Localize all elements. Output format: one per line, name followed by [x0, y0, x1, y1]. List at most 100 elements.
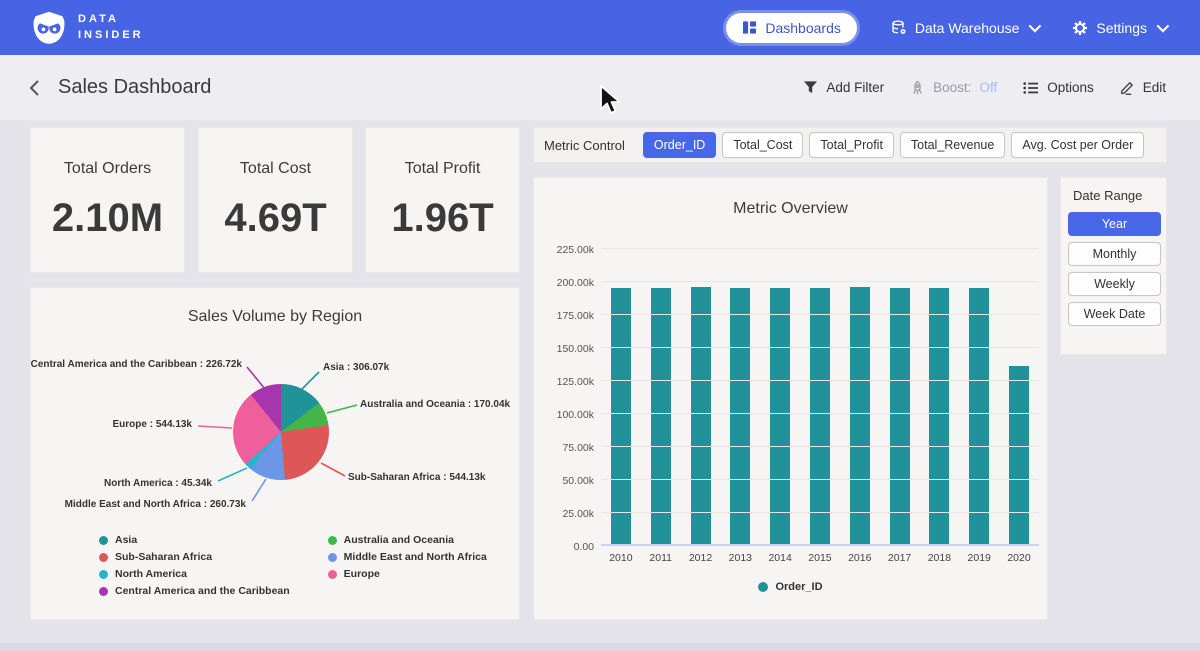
pie-callout-north-america: North America : 45.34k [104, 478, 212, 489]
options-label: Options [1047, 80, 1094, 95]
date-range-button-weekly[interactable]: Weekly [1068, 272, 1161, 296]
x-axis-tick: 2010 [601, 552, 641, 564]
date-range-button-monthly[interactable]: Monthly [1068, 242, 1161, 266]
bar-2015[interactable] [810, 288, 830, 546]
kpi-label: Total Profit [405, 160, 481, 178]
y-axis-tick: 175.00k [534, 310, 594, 322]
kpi-value: 4.69T [224, 196, 326, 241]
rocket-icon [910, 80, 925, 96]
gridline [601, 380, 1039, 381]
gridline [601, 281, 1039, 282]
gridline [601, 314, 1039, 315]
pie-legend-item-asia[interactable]: Asia [99, 534, 290, 546]
nav-dashboards-button[interactable]: Dashboards [726, 13, 857, 43]
brand-logo[interactable]: DATA INSIDER [30, 10, 144, 46]
boost-value: Off [979, 80, 997, 95]
kpi-value: 1.96T [391, 196, 493, 241]
metric-button-total-cost[interactable]: Total_Cost [722, 132, 803, 158]
legend-label: Middle East and North Africa [344, 551, 487, 563]
nav-data-warehouse-menu[interactable]: Data Warehouse [891, 20, 1039, 36]
top-navbar: DATA INSIDER Dashboards [0, 0, 1200, 55]
kpi-value: 2.10M [52, 196, 163, 241]
bar-series [601, 249, 1039, 546]
pie-legend: Asia Sub-Saharan Africa North America Centr… [99, 534, 487, 597]
pie-chart-title: Sales Volume by Region [31, 308, 519, 326]
legend-label: Europe [344, 568, 380, 580]
bar-2017[interactable] [890, 288, 910, 546]
bar-chart-x-axis: 2010201120122013201420152016201720182019… [601, 552, 1039, 564]
metric-button-avg--cost-per-order[interactable]: Avg. Cost per Order [1011, 132, 1144, 158]
legend-label: North America [115, 568, 187, 580]
date-range-panel: Date Range Year Monthly Weekly Week Date [1060, 177, 1167, 355]
legend-dot [328, 536, 337, 545]
sales-dashboard-page: DATA INSIDER Dashboards [0, 0, 1200, 651]
x-axis-tick: 2018 [920, 552, 960, 564]
x-axis-tick: 2014 [760, 552, 800, 564]
legend-dot [328, 553, 337, 562]
sales-volume-pie-card: Sales Volume by Region Asia : 306.07kAus… [30, 287, 520, 620]
bar-2010[interactable] [611, 288, 631, 546]
gridline [601, 248, 1039, 249]
y-axis-tick: 125.00k [534, 376, 594, 388]
kpi-label: Total Orders [64, 160, 151, 178]
bar-2019[interactable] [969, 288, 989, 546]
bar-2020[interactable] [1009, 366, 1029, 546]
gridline [601, 446, 1039, 447]
bar-legend-label: Order_ID [775, 581, 822, 593]
y-axis-tick: 225.00k [534, 244, 594, 256]
y-axis-tick: 25.00k [534, 508, 594, 520]
pie-legend-item-australia-and-oceania[interactable]: Australia and Oceania [328, 534, 487, 546]
metric-button-order-id[interactable]: Order_ID [643, 132, 716, 158]
pie-callout-central-america-and-the-caribbean: Central America and the Caribbean : 226.… [31, 359, 242, 370]
pie-legend-item-central-america-and-the-caribbean[interactable]: Central America and the Caribbean [99, 585, 290, 597]
brand-line1: DATA [78, 12, 144, 28]
x-axis-tick: 2020 [999, 552, 1039, 564]
pie-chart[interactable] [233, 384, 329, 480]
add-filter-button[interactable]: Add Filter [803, 80, 884, 95]
boost-toggle[interactable]: Boost: Off [910, 80, 997, 96]
pencil-icon [1120, 80, 1135, 95]
back-button[interactable] [28, 78, 42, 98]
bottom-edge-strip [0, 643, 1200, 651]
bar-2011[interactable] [651, 288, 671, 546]
metric-control-label: Metric Control [544, 138, 625, 153]
brand-line2: INSIDER [78, 28, 144, 44]
bar-2016[interactable] [850, 287, 870, 547]
bar-2018[interactable] [929, 288, 949, 546]
kpi-label: Total Cost [240, 160, 311, 178]
metric-button-total-revenue[interactable]: Total_Revenue [900, 132, 1005, 158]
date-range-button-year[interactable]: Year [1068, 212, 1161, 236]
date-range-label: Date Range [1073, 188, 1159, 203]
x-axis-tick: 2016 [840, 552, 880, 564]
owl-logo-icon [30, 10, 68, 46]
edit-button[interactable]: Edit [1120, 80, 1166, 95]
pie-legend-item-europe[interactable]: Europe [328, 568, 487, 580]
dashboard-header: Sales Dashboard Add Filter Boost: Off [0, 55, 1200, 120]
date-range-buttons: Year Monthly Weekly Week Date [1068, 212, 1159, 326]
metric-button-total-profit[interactable]: Total_Profit [809, 132, 894, 158]
x-axis-tick: 2017 [880, 552, 920, 564]
y-axis-tick: 75.00k [534, 442, 594, 454]
bar-chart-legend[interactable]: Order_ID [534, 581, 1047, 593]
nav-data-warehouse-label: Data Warehouse [915, 20, 1020, 36]
gridline [601, 413, 1039, 414]
dashboards-grid-icon [742, 20, 757, 35]
metric-control-buttons: Order_IDTotal_CostTotal_ProfitTotal_Reve… [643, 132, 1144, 158]
nav-settings-menu[interactable]: Settings [1072, 20, 1166, 36]
y-axis-tick: 100.00k [534, 409, 594, 421]
edit-label: Edit [1143, 80, 1166, 95]
y-axis-tick: 50.00k [534, 475, 594, 487]
bar-2013[interactable] [730, 288, 750, 546]
options-button[interactable]: Options [1023, 80, 1094, 95]
gridline [601, 347, 1039, 348]
pie-legend-item-middle-east-and-north-africa[interactable]: Middle East and North Africa [328, 551, 487, 563]
list-options-icon [1023, 81, 1039, 95]
pie-legend-item-north-america[interactable]: North America [99, 568, 290, 580]
pie-legend-item-sub-saharan-africa[interactable]: Sub-Saharan Africa [99, 551, 290, 563]
date-range-button-week-date[interactable]: Week Date [1068, 302, 1161, 326]
bar-2012[interactable] [691, 287, 711, 547]
legend-label: Australia and Oceania [344, 534, 454, 546]
metric-control-bar: Metric Control Order_IDTotal_CostTotal_P… [533, 127, 1167, 163]
x-axis-tick: 2011 [641, 552, 681, 564]
bar-2014[interactable] [770, 288, 790, 546]
